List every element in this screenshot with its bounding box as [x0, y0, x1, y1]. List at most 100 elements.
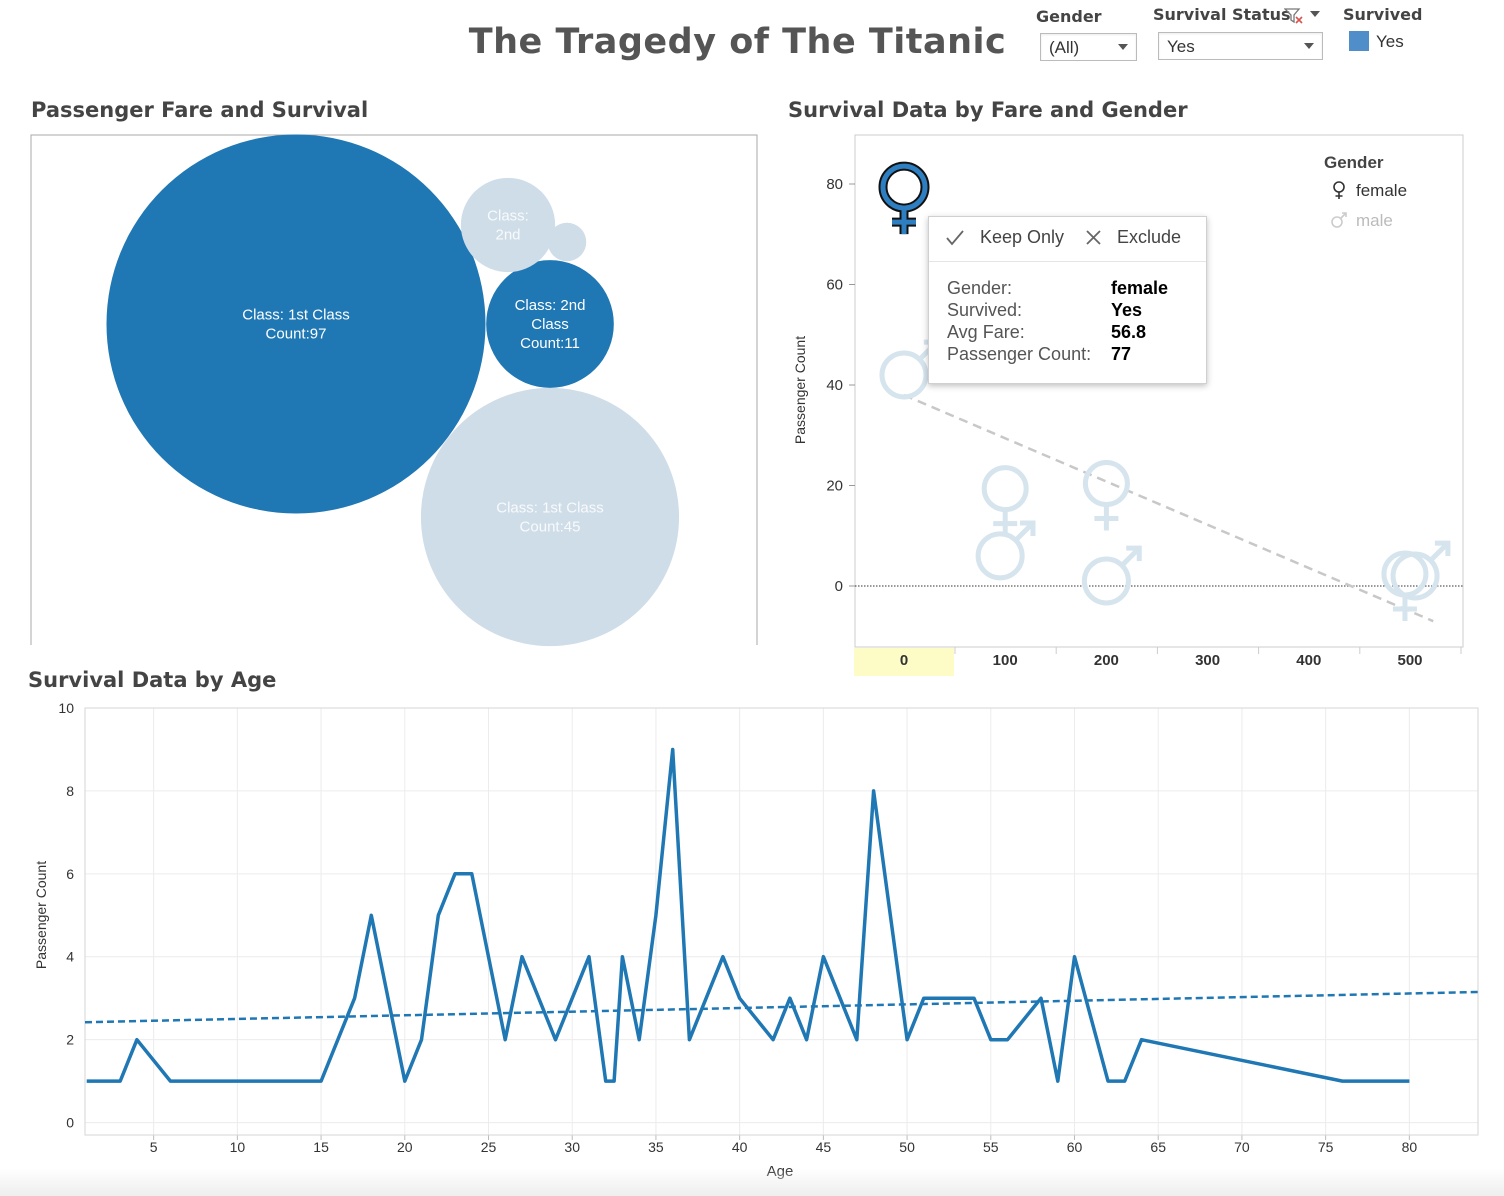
age-data-point[interactable]	[450, 869, 460, 879]
age-data-point[interactable]	[718, 952, 728, 962]
age-data-point[interactable]	[1053, 1076, 1063, 1086]
female-point[interactable]	[1082, 460, 1130, 531]
age-data-point[interactable]	[467, 869, 477, 879]
age-data-point[interactable]	[1003, 1035, 1013, 1045]
survival-status-value: Yes	[1167, 37, 1195, 56]
male-point[interactable]	[1081, 545, 1142, 606]
age-data-point[interactable]	[1404, 1076, 1414, 1086]
survival-status-dropdown[interactable]: Yes	[1158, 32, 1323, 60]
age-data-point[interactable]	[986, 1035, 996, 1045]
age-data-point[interactable]	[1120, 1076, 1130, 1086]
age-data-point[interactable]	[802, 1035, 812, 1045]
bubble-circle[interactable]	[547, 222, 587, 262]
age-data-point[interactable]	[919, 993, 929, 1003]
age-data-point[interactable]	[684, 1035, 694, 1045]
age-data-point[interactable]	[617, 952, 627, 962]
gender-legend-title: Gender	[1324, 153, 1384, 172]
age-data-point[interactable]	[818, 952, 828, 962]
bubble-label: Count:97	[266, 326, 327, 343]
survived-yes-label[interactable]: Yes	[1376, 32, 1404, 51]
age-data-point[interactable]	[852, 1035, 862, 1045]
bubble[interactable]: Class: 1st Class Count:97	[106, 134, 486, 514]
bubble-label: Count:11	[520, 335, 580, 352]
age-data-point[interactable]	[98, 1076, 108, 1086]
filter-menu-chevron-icon[interactable]	[1309, 10, 1321, 18]
age-data-point[interactable]	[969, 993, 979, 1003]
age-data-point[interactable]	[500, 1035, 510, 1045]
age-data-point[interactable]	[1036, 993, 1046, 1003]
age-data-point[interactable]	[869, 786, 879, 796]
age-data-point[interactable]	[1337, 1076, 1347, 1086]
female-ring	[1082, 460, 1130, 508]
age-data-point[interactable]	[165, 1076, 175, 1086]
y-tick-label: 6	[66, 866, 74, 882]
gender-filter-label: Gender	[1036, 7, 1102, 26]
age-data-point[interactable]	[609, 1076, 619, 1086]
age-data-point[interactable]	[634, 1035, 644, 1045]
female-ring	[981, 465, 1029, 513]
female-point[interactable]	[1381, 550, 1429, 621]
age-data-point[interactable]	[768, 1035, 778, 1045]
female-point[interactable]	[981, 465, 1029, 536]
bubble-circle[interactable]	[106, 134, 486, 514]
tooltip-gender-value: female	[1111, 278, 1169, 298]
y-tick-label: 0	[66, 1115, 74, 1131]
gender-filter-dropdown[interactable]: (All)	[1040, 33, 1137, 61]
age-data-point[interactable]	[400, 1076, 410, 1086]
male-point[interactable]	[1390, 540, 1451, 601]
legend-male-item[interactable]: male	[1331, 211, 1393, 230]
age-data-point[interactable]	[517, 952, 527, 962]
male-arrow	[1120, 545, 1142, 567]
age-data-point[interactable]	[735, 993, 745, 1003]
survived-yes-swatch[interactable]	[1349, 31, 1369, 51]
x-tick-label[interactable]: 400	[1296, 652, 1321, 669]
bubble[interactable]: Class: 2nd Class Count:11	[486, 260, 614, 388]
x-tick-label[interactable]: 500	[1397, 652, 1422, 669]
male-legend-icon	[1331, 212, 1347, 228]
tooltip-survived-label: Survived:	[947, 300, 1023, 320]
clear-filter-icon[interactable]	[1284, 7, 1304, 25]
x-tick-label: 15	[313, 1139, 329, 1155]
age-data-point[interactable]	[350, 993, 360, 1003]
legend-male-label: male	[1356, 211, 1393, 230]
bubble-circle[interactable]	[486, 260, 614, 388]
x-tick-label: 50	[899, 1139, 915, 1155]
tooltip-gender-label: Gender:	[947, 278, 1013, 298]
tooltip-count-value: 77	[1111, 344, 1132, 364]
bubble[interactable]: Class: 2nd	[460, 177, 556, 273]
x-tick-label[interactable]: 300	[1195, 652, 1220, 669]
age-data-point[interactable]	[584, 952, 594, 962]
age-data-point[interactable]	[902, 1035, 912, 1045]
male-point[interactable]	[975, 520, 1036, 581]
bubble[interactable]	[547, 222, 587, 262]
bubble-circle[interactable]	[420, 387, 680, 647]
bubble[interactable]: Class: 1st Class Count:45	[420, 387, 680, 647]
age-data-point[interactable]	[115, 1076, 125, 1086]
age-data-point[interactable]	[366, 910, 376, 920]
age-data-point[interactable]	[668, 744, 678, 754]
age-series-line[interactable]	[86, 747, 1410, 1083]
age-data-point[interactable]	[417, 1035, 427, 1045]
female-point-selected[interactable]	[878, 161, 930, 235]
scatter-y-axis-label: Passenger Count	[792, 336, 808, 444]
age-data-point[interactable]	[550, 1035, 560, 1045]
age-data-point[interactable]	[433, 910, 443, 920]
age-data-point[interactable]	[1136, 1035, 1146, 1045]
check-icon	[946, 230, 964, 246]
age-data-point[interactable]	[1103, 1076, 1113, 1086]
x-tick-label[interactable]: 200	[1094, 652, 1119, 669]
age-data-point[interactable]	[651, 910, 661, 920]
age-data-point[interactable]	[1069, 952, 1079, 962]
age-data-point[interactable]	[316, 1076, 326, 1086]
age-data-point[interactable]	[785, 993, 795, 1003]
bubble-circle[interactable]	[460, 177, 556, 273]
age-data-point[interactable]	[936, 993, 946, 1003]
legend-female-item[interactable]: female	[1333, 181, 1407, 200]
x-tick-label[interactable]: 100	[993, 652, 1018, 669]
gender-scatter-chart: Passenger Count Gender female male 0 20 40…	[792, 134, 1464, 676]
x-tick-label: 75	[1318, 1139, 1334, 1155]
x-tick-label[interactable]: 0	[900, 652, 908, 669]
female-ring	[880, 163, 928, 211]
age-data-point[interactable]	[82, 1076, 92, 1086]
age-data-point[interactable]	[132, 1035, 142, 1045]
